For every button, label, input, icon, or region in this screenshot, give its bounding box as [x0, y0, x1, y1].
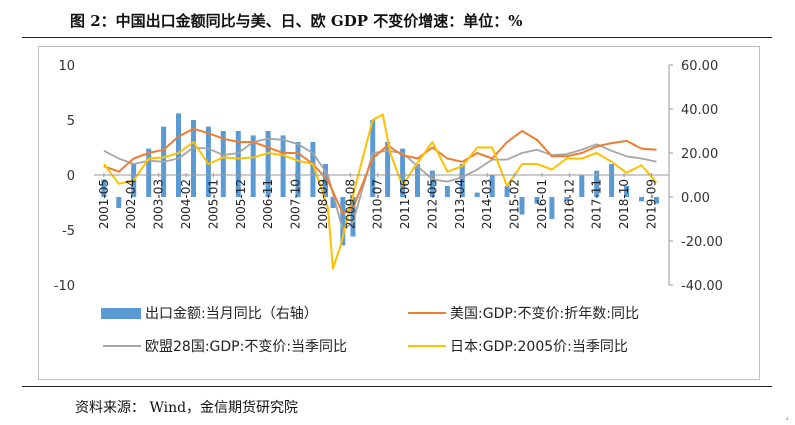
china-export-bar [295, 142, 301, 197]
title-rule [22, 37, 772, 38]
x-tick-label: 2014-03 [480, 179, 494, 229]
china-export-bar [639, 197, 644, 202]
china-export-bar [534, 197, 540, 204]
x-tick-label: 2002-04 [124, 179, 138, 229]
legend-label-eu: 欧盟28国:GDP:不变价:当季同比 [145, 339, 347, 355]
china-export-bar [444, 186, 450, 197]
china-export-bar [564, 197, 570, 202]
left-tick-label: -5 [62, 224, 75, 239]
chart-frame: 10 5 0 -5 -10 60.00 40.00 20.00 0.00 -20.00 -40.00… [38, 46, 760, 380]
source-note: 资料来源： Wind，金信期货研究院 [75, 400, 299, 416]
right-tick-label: 0.00 [681, 191, 710, 206]
x-tick-label: 2017-11 [590, 179, 604, 229]
legend-label-china: 出口金额:当月同比（右轴） [145, 306, 318, 322]
x-tick-label: 2013-04 [453, 179, 467, 229]
x-tick-label: 2015-02 [508, 179, 522, 229]
china-export-bar [504, 186, 510, 197]
china-export-bar [594, 170, 600, 197]
china-export-bar [609, 164, 615, 197]
china-export-bar [489, 175, 495, 197]
china-export-bar [459, 164, 465, 197]
legend-label-japan: 日本:GDP:2005价:当季同比 [450, 339, 628, 355]
china-export-bar [429, 170, 435, 197]
china-export-bar [280, 135, 286, 197]
x-tick-label: 2007-10 [289, 179, 303, 229]
china-export-bar [310, 142, 316, 197]
china-export-bar [205, 126, 211, 197]
left-tick-label: 5 [67, 114, 75, 129]
china-export-bar [385, 142, 391, 197]
axes: 10 5 0 -5 -10 60.00 40.00 20.00 0.00 -20.00 -40.00… [54, 59, 723, 294]
right-tick-label: 20.00 [681, 147, 718, 162]
china-export-bars [101, 113, 659, 246]
china-export-bar [176, 113, 181, 197]
bottom-rule [22, 386, 772, 387]
x-tick-label: 2005-01 [206, 179, 220, 229]
china-export-bar [400, 148, 406, 197]
china-export-bar [549, 197, 555, 219]
x-tick-label: 2010-07 [371, 179, 385, 229]
left-tick-label: 0 [67, 169, 75, 184]
china-export-bar [116, 197, 122, 208]
china-export-bar [101, 179, 107, 197]
right-tick-label: -40.00 [681, 279, 723, 294]
figure-title: 图 2：中国出口金额同比与美、日、欧 GDP 不变价增速：单位：% [70, 12, 523, 30]
x-tick-label: 2016-12 [562, 179, 576, 229]
china-export-bar [415, 164, 420, 197]
china-export-bar [579, 175, 585, 197]
x-tick-label: 2003-03 [152, 179, 166, 229]
corner-mark: ⌟ [785, 412, 789, 421]
china-export-bar [220, 131, 226, 197]
china-export-bar [519, 197, 525, 215]
x-tick-label: 2012-05 [425, 179, 439, 229]
right-tick-label: 60.00 [681, 59, 718, 74]
china-export-bar [624, 186, 630, 197]
x-tick-label: 2006-11 [261, 179, 275, 229]
legend: 出口金额:当月同比（右轴） 美国:GDP:不变价:折年数:同比欧盟28国:GDP:… [101, 306, 639, 355]
right-tick-label: 40.00 [681, 103, 718, 118]
left-tick-label: -10 [54, 279, 75, 294]
x-tick-label: 2001-05 [97, 179, 111, 229]
x-tick-label: 2016-01 [535, 179, 549, 229]
x-tick-label: 2011-06 [398, 179, 412, 229]
china-export-bar [323, 164, 328, 197]
japan-gdp-line [103, 113, 658, 270]
legend-swatch-china [101, 308, 141, 319]
china-export-bar [250, 135, 256, 197]
china-export-bar [340, 197, 346, 246]
x-tick-label: 2008-09 [316, 179, 330, 229]
x-tick-label: 2019-09 [645, 179, 659, 229]
china-export-bar [191, 120, 196, 197]
right-tick-label: -20.00 [681, 235, 723, 250]
left-tick-label: 10 [58, 59, 75, 74]
x-tick-label: 2018-10 [617, 179, 631, 229]
legend-label-us: 美国:GDP:不变价:折年数:同比 [450, 306, 639, 322]
gdp-lines [103, 113, 658, 270]
china-export-bar [654, 197, 659, 204]
china-export-bar [350, 197, 356, 237]
x-tick-label: 2004-02 [179, 179, 193, 229]
china-export-bar [146, 148, 152, 197]
china-export-bar [265, 131, 271, 197]
china-export-bar [330, 197, 336, 208]
china-export-bar [474, 192, 480, 197]
chart-svg: 10 5 0 -5 -10 60.00 40.00 20.00 0.00 -20.00 -40.00… [54, 59, 723, 355]
x-tick-label: 2005-12 [234, 179, 248, 229]
x-tick-label: 2009-08 [343, 179, 357, 229]
us-gdp-line [103, 127, 657, 215]
china-export-bar [235, 131, 241, 197]
